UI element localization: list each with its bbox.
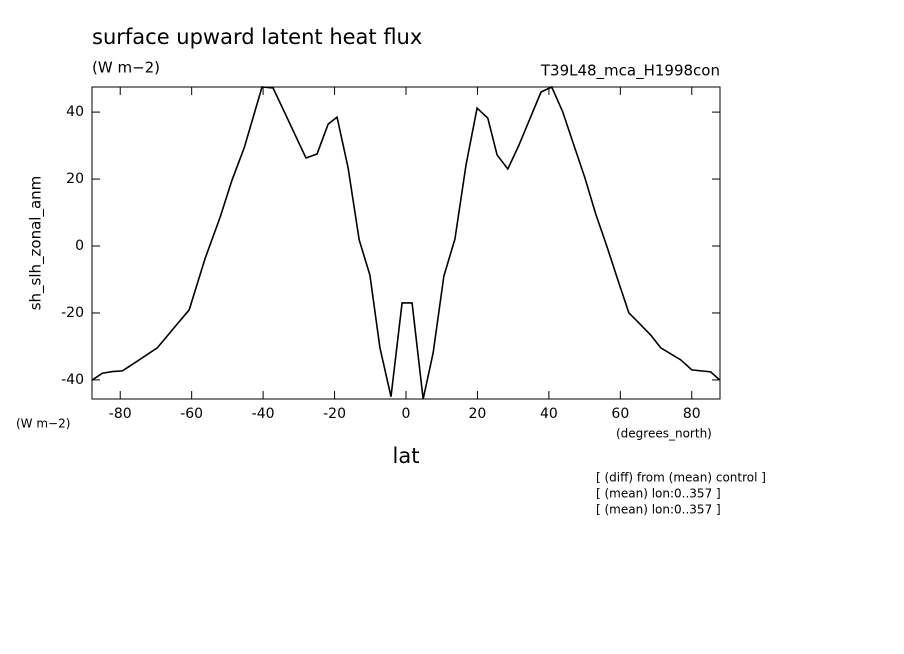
x-tick-label: 60 <box>611 406 629 422</box>
y-tick-label: -20 <box>61 305 84 321</box>
chart-title: surface upward latent heat flux <box>92 25 422 49</box>
x-units: (degrees_north) <box>616 427 712 441</box>
x-tick-label: -60 <box>180 406 203 422</box>
note: [ (mean) lon:0..357 ] <box>596 487 721 501</box>
y-tick-label: 40 <box>66 104 84 120</box>
y-tick-label: 0 <box>75 238 84 254</box>
x-axis-label: lat <box>393 444 420 468</box>
y-units: (W m−2) <box>16 417 70 431</box>
y-tick-label: 20 <box>66 171 84 187</box>
x-tick-label: 0 <box>402 406 411 422</box>
y-axis-label: sh_slh_zonal_anm <box>27 176 46 311</box>
y-tick-label: -40 <box>61 372 84 388</box>
x-tick-label: 40 <box>540 406 558 422</box>
plot-frame <box>91 86 721 400</box>
x-tick-label: -20 <box>323 406 346 422</box>
units: (W m−2) <box>92 59 160 77</box>
x-tick-label: 20 <box>469 406 487 422</box>
data-line <box>91 85 721 400</box>
x-tick-label: -80 <box>109 406 132 422</box>
note: [ (mean) lon:0..357 ] <box>596 503 721 517</box>
x-tick-label: 80 <box>683 406 701 422</box>
x-tick-label: -40 <box>252 406 275 422</box>
note: [ (diff) from (mean) control ] <box>596 471 766 485</box>
experiment: T39L48_mca_H1998con <box>540 62 720 81</box>
